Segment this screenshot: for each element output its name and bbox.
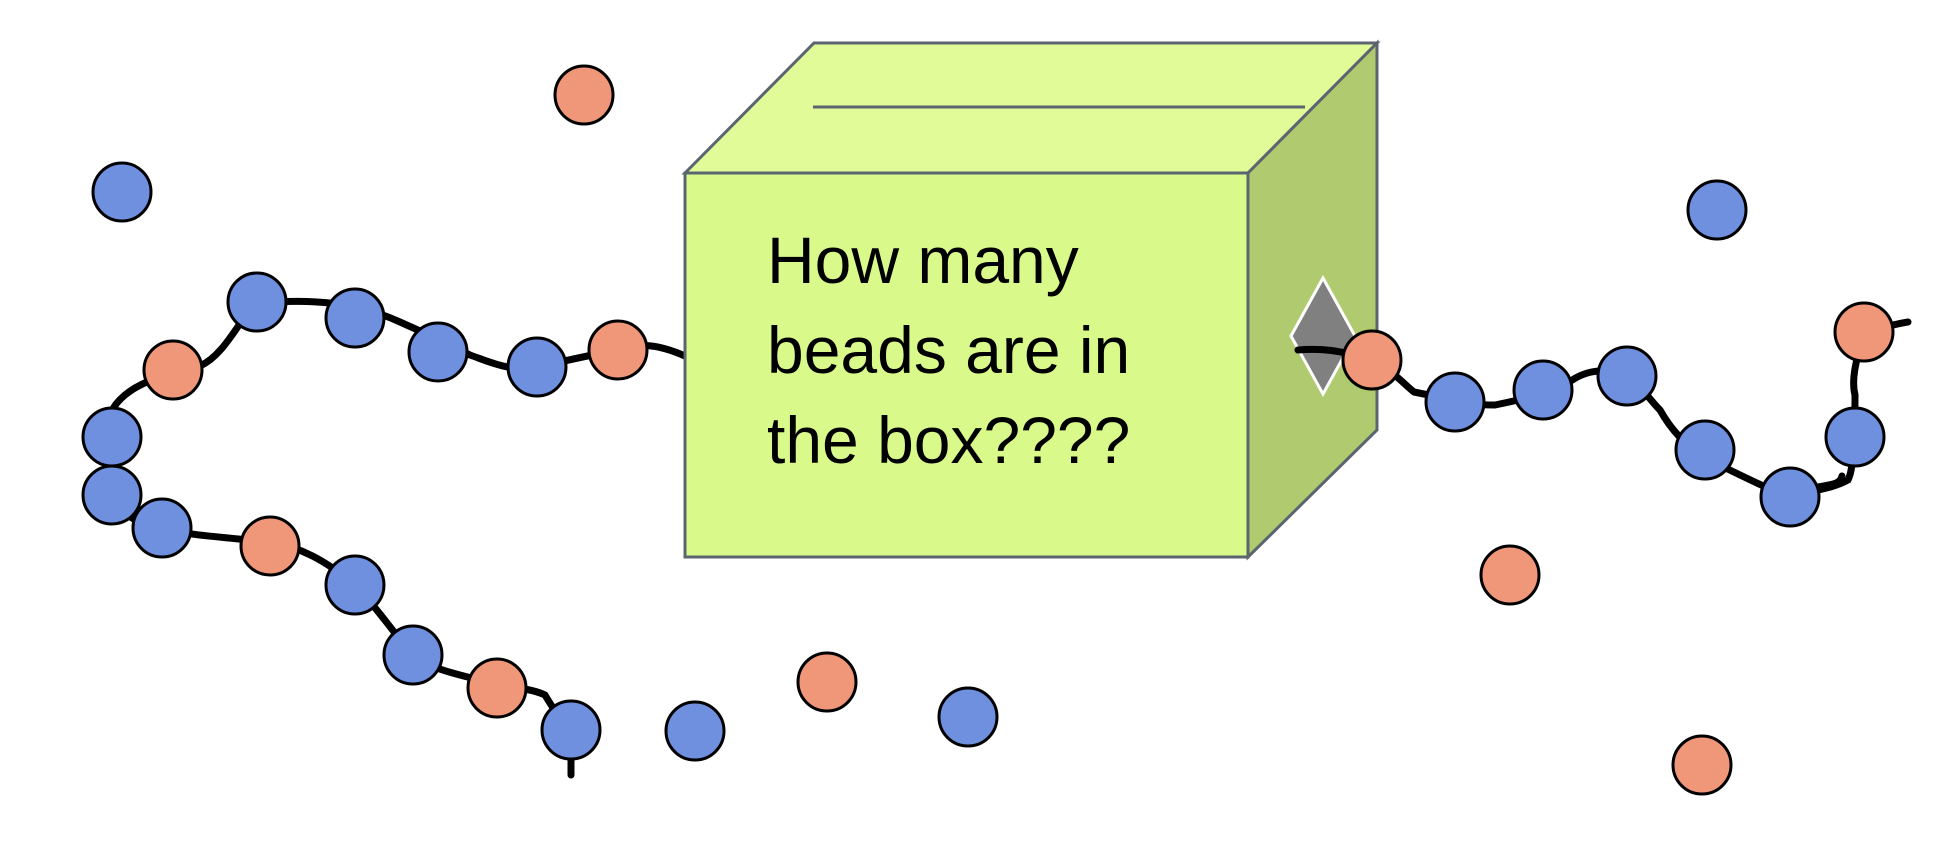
- loose-orange-bead-8: [1671, 734, 1733, 796]
- string-blue-bead-17: [1512, 359, 1574, 421]
- string-blue-bead-3: [407, 321, 469, 383]
- string-blue-bead-11: [324, 554, 386, 616]
- loose-beads: [91, 64, 1748, 796]
- string-blue-bead-21: [1824, 406, 1886, 468]
- string-blue-bead-9: [131, 497, 193, 559]
- string-blue-bead-5: [226, 271, 288, 333]
- string-blue-bead-16: [1424, 371, 1486, 433]
- box-front-face: [683, 171, 1250, 559]
- string-orange-bead-13: [466, 657, 528, 719]
- loose-orange-bead-4: [1479, 544, 1541, 606]
- string-orange-bead-6: [142, 339, 204, 401]
- string-orange-bead-22: [1833, 301, 1895, 363]
- box-hole-diamond: [1289, 274, 1357, 398]
- box-question: How many beads are in the box????: [767, 215, 1237, 485]
- string-blue-bead-14: [540, 699, 602, 761]
- string-beads: [81, 271, 1895, 761]
- loose-orange-bead-5: [796, 651, 858, 713]
- string-blue-bead-18: [1596, 345, 1658, 407]
- string-orange-bead-1: [587, 319, 649, 381]
- string-blue-bead-2: [506, 336, 568, 398]
- string-blue-bead-8: [81, 464, 143, 526]
- box-question-line-2: beads are in: [767, 313, 1131, 387]
- string-blue-bead-19: [1674, 419, 1736, 481]
- string-blue-bead-7: [81, 406, 143, 468]
- string-blue-bead-20: [1759, 466, 1821, 528]
- string-blue-bead-4: [324, 287, 386, 349]
- loose-blue-bead-2: [91, 161, 153, 223]
- string-orange-bead-10: [239, 515, 301, 577]
- loose-blue-bead-6: [664, 700, 726, 762]
- string-orange-bead-15: [1341, 329, 1403, 391]
- loose-orange-bead-1: [553, 64, 615, 126]
- string-blue-bead-12: [382, 624, 444, 686]
- box-question-line-3: the box????: [767, 403, 1131, 477]
- box-question-line-1: How many: [767, 223, 1079, 297]
- loose-blue-bead-7: [937, 686, 999, 748]
- loose-blue-bead-3: [1686, 179, 1748, 241]
